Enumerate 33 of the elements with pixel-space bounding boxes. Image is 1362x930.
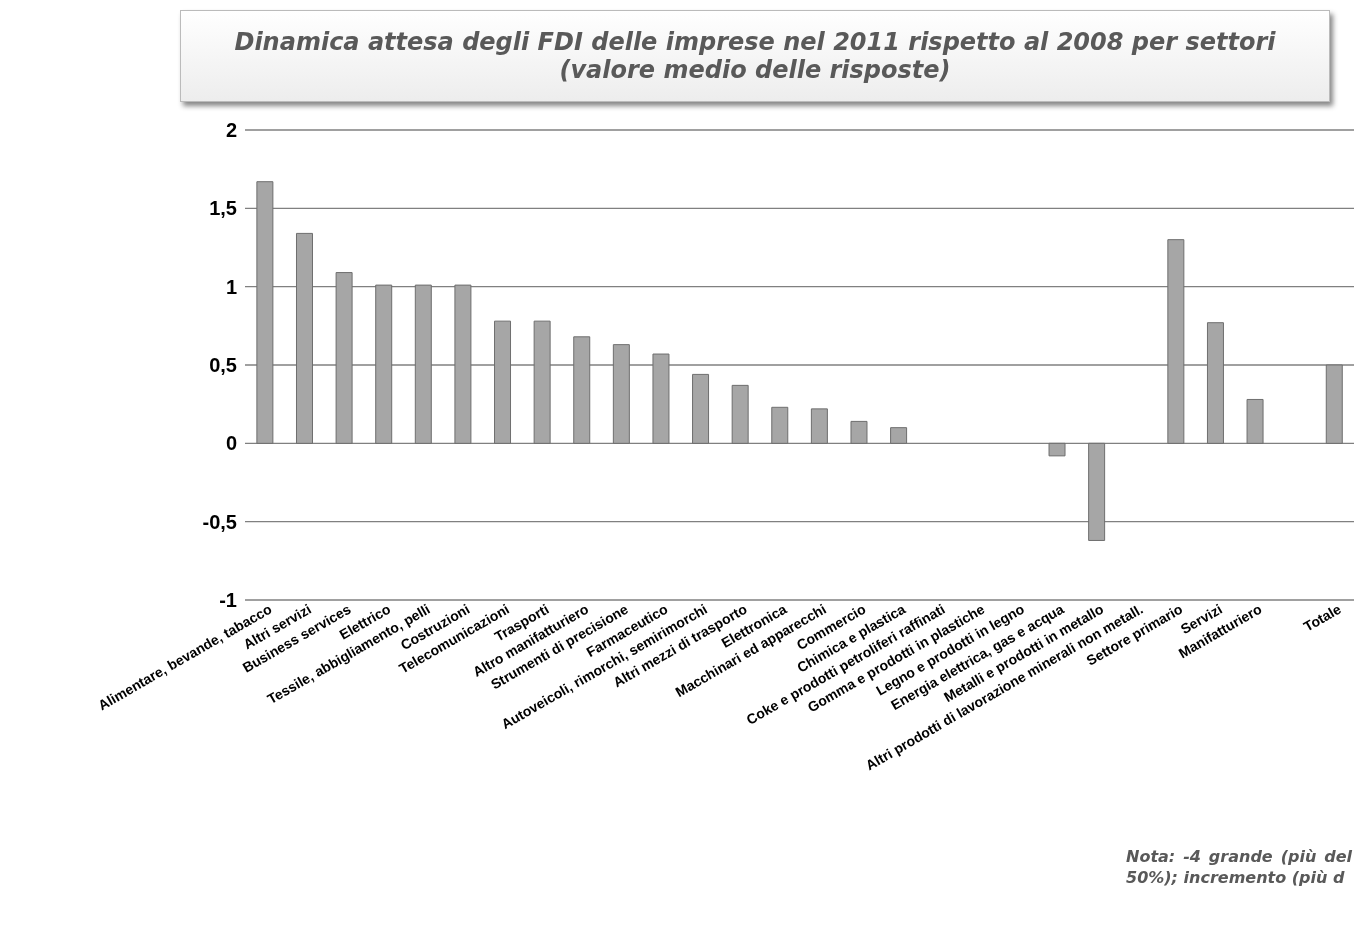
bar: [454, 284, 472, 444]
bar: [692, 373, 710, 444]
bar: [1088, 442, 1106, 541]
y-tick-label: 2: [225, 119, 237, 142]
bar: [652, 353, 670, 444]
bar: [573, 336, 591, 444]
y-tick-label: 1,5: [209, 197, 237, 220]
y-tick-label: 0,5: [209, 354, 237, 377]
bar: [890, 427, 908, 444]
y-tick-label: 1: [225, 275, 237, 298]
bar: [1206, 322, 1224, 444]
bar: [810, 408, 828, 444]
y-tick-label: -0,5: [202, 510, 237, 533]
bar: [533, 320, 551, 444]
bar: [375, 284, 393, 444]
y-tick-label: 0: [225, 432, 237, 455]
bar: [1167, 239, 1185, 444]
bar: [414, 284, 432, 444]
bar: [256, 181, 274, 444]
bar: [731, 384, 749, 444]
bar: [771, 406, 789, 444]
bar: [612, 344, 630, 444]
bar: [295, 232, 313, 444]
chart-title: Dinamica attesa degli FDI delle imprese nel 2011 rispetto al 2008 per settori (valore medio delle risposte): [180, 10, 1330, 102]
x-tick-label: Totale: [1300, 600, 1344, 635]
bar: [1246, 398, 1264, 444]
text: Nota: -4 grande (più del 50%); incremento (più d: [1126, 846, 1352, 888]
bar: [335, 272, 353, 444]
bar: [1048, 442, 1066, 457]
bar: [494, 320, 512, 444]
y-tick-label: -1: [219, 589, 237, 612]
bar: [1325, 364, 1343, 444]
bar: [850, 420, 868, 444]
